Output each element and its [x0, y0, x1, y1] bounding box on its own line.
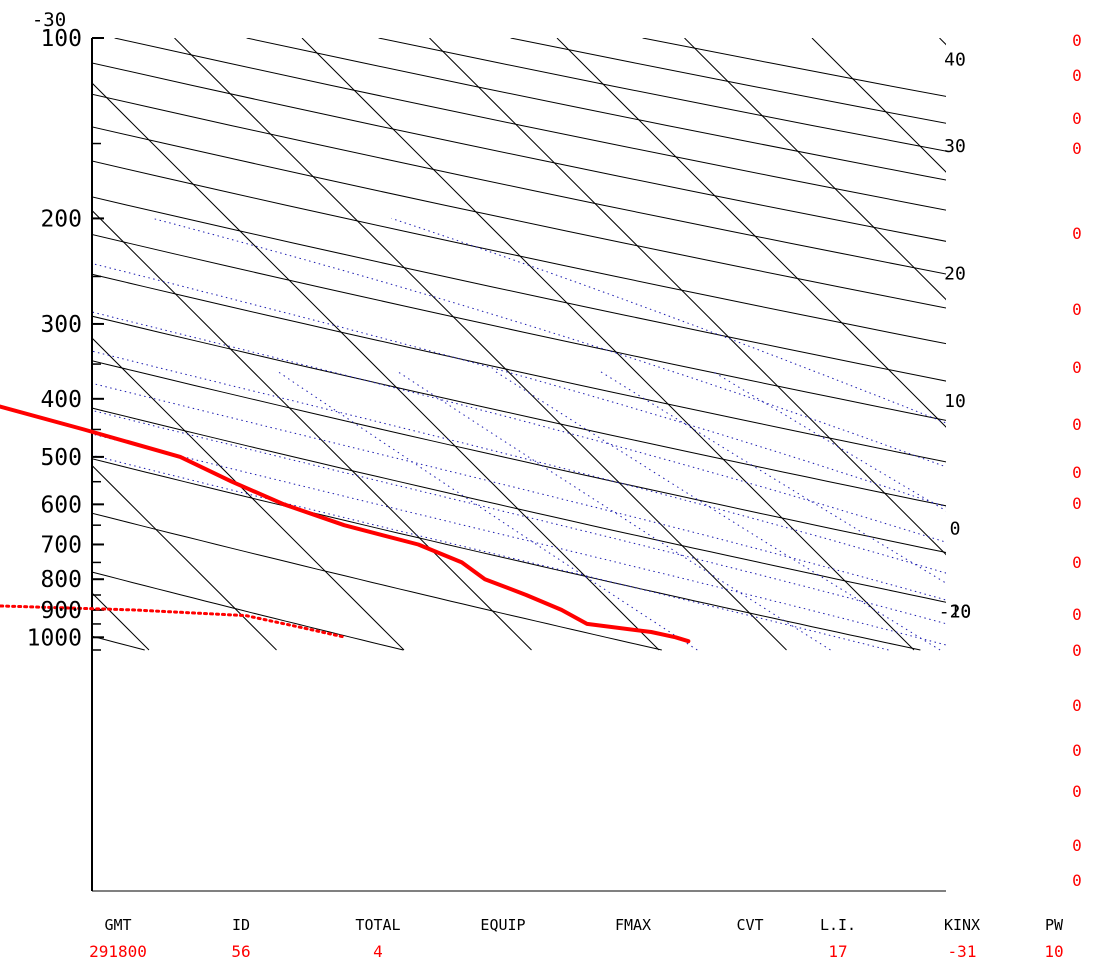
- pressure-tick-label: 300: [40, 312, 82, 338]
- wind-value: 0: [1072, 139, 1082, 158]
- wind-column: 0 0 0 0 0 0 0 0 0 0 0 0 0 0 0 0 0 0: [1072, 31, 1082, 890]
- axis-labels: 1002003004005006007008009001000-90-80-70…: [27, 9, 972, 651]
- isotherm-line: [92, 82, 660, 651]
- temperature-tick-label-right: 0: [950, 519, 961, 540]
- pressure-tick-label: 100: [40, 26, 82, 52]
- wind-value: 0: [1072, 494, 1082, 513]
- stat-value: 56: [231, 942, 250, 961]
- pressure-tick-label: 500: [40, 445, 82, 471]
- moist-adiabat-line: [92, 409, 946, 625]
- moist-adiabat-line: [152, 217, 946, 468]
- diagram-grid: [0, 38, 946, 651]
- pressure-axis: [91, 37, 946, 892]
- wind-value: 0: [1072, 300, 1082, 319]
- pressure-tick-label: 700: [40, 532, 82, 558]
- mixing-ratio-line: [277, 370, 698, 651]
- stat-label: ID: [232, 916, 250, 934]
- stat-label: TOTAL: [355, 916, 400, 934]
- dry-adiabat-line: [510, 38, 946, 124]
- stat-label: EQUIP: [480, 916, 525, 934]
- dry-adiabat-line: [92, 234, 946, 421]
- wind-value: 0: [1072, 66, 1082, 85]
- moist-adiabat-line: [92, 311, 946, 543]
- pressure-tick-label: 600: [40, 492, 82, 518]
- wind-value: 0: [1072, 836, 1082, 855]
- dry-adiabat-line: [92, 126, 946, 309]
- mixing-ratio-line: [599, 370, 946, 584]
- mixing-ratio-line: [397, 370, 831, 651]
- wind-value: 0: [1072, 224, 1082, 243]
- stat-value: 17: [828, 942, 847, 961]
- sounding-profiles: [0, 404, 691, 644]
- moist-adiabat-line: [92, 454, 889, 651]
- dry-adiabat-line: [92, 407, 946, 603]
- wind-value: 0: [1072, 463, 1082, 482]
- wind-value: 0: [1072, 415, 1082, 434]
- wind-value: 0: [1072, 109, 1082, 128]
- isotherm-line: [92, 464, 277, 651]
- moist-adiabat-line: [92, 350, 946, 574]
- dry-adiabat-line: [92, 512, 662, 651]
- stat-label: CVT: [736, 916, 763, 934]
- stat-label: L.I.: [820, 916, 856, 934]
- dry-adiabat-line: [92, 458, 921, 651]
- dry-adiabat-line: [92, 196, 946, 382]
- temperature-tick-label: -30: [32, 9, 66, 31]
- pressure-tick-label: 1000: [27, 625, 82, 651]
- moist-adiabat-line: [92, 433, 946, 646]
- temperature-tick-label-right: 20: [944, 264, 966, 285]
- stats-panel: GMT ID TOTAL EQUIP FMAX CVT L.I. KINX PW 291800 56…: [89, 916, 1064, 961]
- dry-adiabat-line: [92, 571, 404, 651]
- temperature-tick-label-right: 30: [944, 136, 966, 157]
- isotherm-line: [811, 38, 946, 173]
- stat-value: 10: [1044, 942, 1063, 961]
- wind-value: 0: [1072, 741, 1082, 760]
- dry-adiabat-line: [92, 273, 946, 463]
- isotherm-line: [174, 38, 787, 651]
- stat-label: GMT: [104, 916, 131, 934]
- temperature-tick-label-right: 10: [944, 391, 966, 412]
- wind-value: 0: [1072, 871, 1082, 890]
- wind-value: 0: [1072, 358, 1082, 377]
- mixing-ratio-line: [494, 370, 941, 651]
- isotherm-line: [0, 38, 21, 650]
- isotherm-line: [684, 38, 946, 301]
- dry-adiabat-line: [246, 38, 946, 181]
- dry-adiabat-line: [92, 160, 946, 345]
- pressure-tick-label: 400: [40, 387, 82, 413]
- isotherm-line: [92, 337, 405, 651]
- pressure-tick-label: 900: [40, 598, 82, 624]
- isotherm-line: [429, 38, 946, 556]
- dry-adiabat-line: [92, 93, 946, 275]
- temperature-tick-label-right: 40: [944, 49, 966, 70]
- wind-value: 0: [1072, 696, 1082, 715]
- temperature-tick-label-right: -10: [939, 601, 972, 622]
- moist-adiabat-line: [92, 382, 946, 601]
- dry-adiabat-line: [92, 62, 946, 242]
- dry-adiabat-line: [642, 38, 946, 97]
- dry-adiabat-line: [114, 38, 946, 211]
- dry-adiabat-line: [92, 315, 946, 507]
- pressure-tick-label: 200: [40, 206, 82, 232]
- wind-value: 0: [1072, 605, 1082, 624]
- wind-value: 0: [1072, 553, 1082, 572]
- pressure-tick-label: 800: [40, 567, 82, 593]
- stat-label: FMAX: [615, 916, 651, 934]
- isotherm-line: [556, 38, 946, 428]
- stat-value: 291800: [89, 942, 147, 961]
- temperature-tick-label-right: -20: [939, 601, 972, 622]
- stat-value: -31: [948, 942, 977, 961]
- temperature-profile-line: [0, 404, 691, 644]
- dry-adiabat-line: [92, 360, 946, 554]
- wind-value: 0: [1072, 641, 1082, 660]
- wind-value: 0: [1072, 31, 1082, 50]
- stat-label: KINX: [944, 916, 980, 934]
- wind-value: 0: [1072, 782, 1082, 801]
- mixing-ratio-line: [712, 370, 946, 512]
- isotherm-line: [301, 38, 915, 651]
- stat-value: 4: [373, 942, 383, 961]
- stat-label: PW: [1045, 916, 1064, 934]
